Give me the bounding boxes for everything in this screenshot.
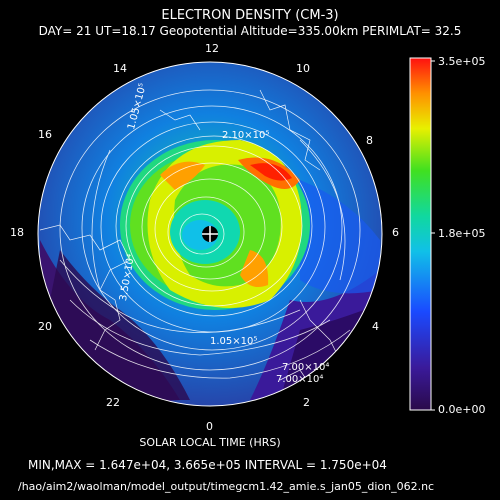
hour-label-6: 6	[392, 226, 399, 239]
colorbar	[409, 57, 432, 411]
colorbar-max-label: 3.5e+05	[438, 55, 486, 68]
hour-label-14: 14	[113, 62, 127, 75]
hour-label-10: 10	[296, 62, 310, 75]
hour-label-20: 20	[38, 320, 52, 333]
hour-label-22: 22	[106, 396, 120, 409]
hour-label-8: 8	[366, 134, 373, 147]
x-axis-label: SOLAR LOCAL TIME (HRS)	[139, 436, 281, 449]
hour-label-4: 4	[372, 320, 379, 333]
colorbar-mid-label: 1.8e+05	[438, 227, 486, 240]
hour-label-12: 12	[205, 42, 219, 55]
hour-label-16: 16	[38, 128, 52, 141]
plot-subtitle: DAY= 21 UT=18.17 Geopotential Altitude=3…	[38, 24, 462, 38]
minmax-text: MIN,MAX = 1.647e+04, 3.665e+05 INTERVAL …	[28, 458, 387, 472]
hour-label-2: 2	[303, 396, 310, 409]
file-path-text: /hao/aim2/waolman/model_output/timegcm1.…	[18, 480, 435, 493]
contour-label-3: 7.00×10⁴	[282, 362, 330, 373]
plot-title: ELECTRON DENSITY (CM-3)	[161, 8, 339, 23]
hour-label-0: 0	[206, 420, 213, 433]
hour-label-18: 18	[10, 226, 24, 239]
colorbar-min-label: 0.0e+00	[438, 403, 486, 416]
contour-label-4: 7.00×10⁴	[276, 374, 324, 385]
contour-label-1: 1.05×10⁵	[210, 336, 258, 347]
contour-label-6: 2.10×10⁵	[222, 130, 270, 141]
